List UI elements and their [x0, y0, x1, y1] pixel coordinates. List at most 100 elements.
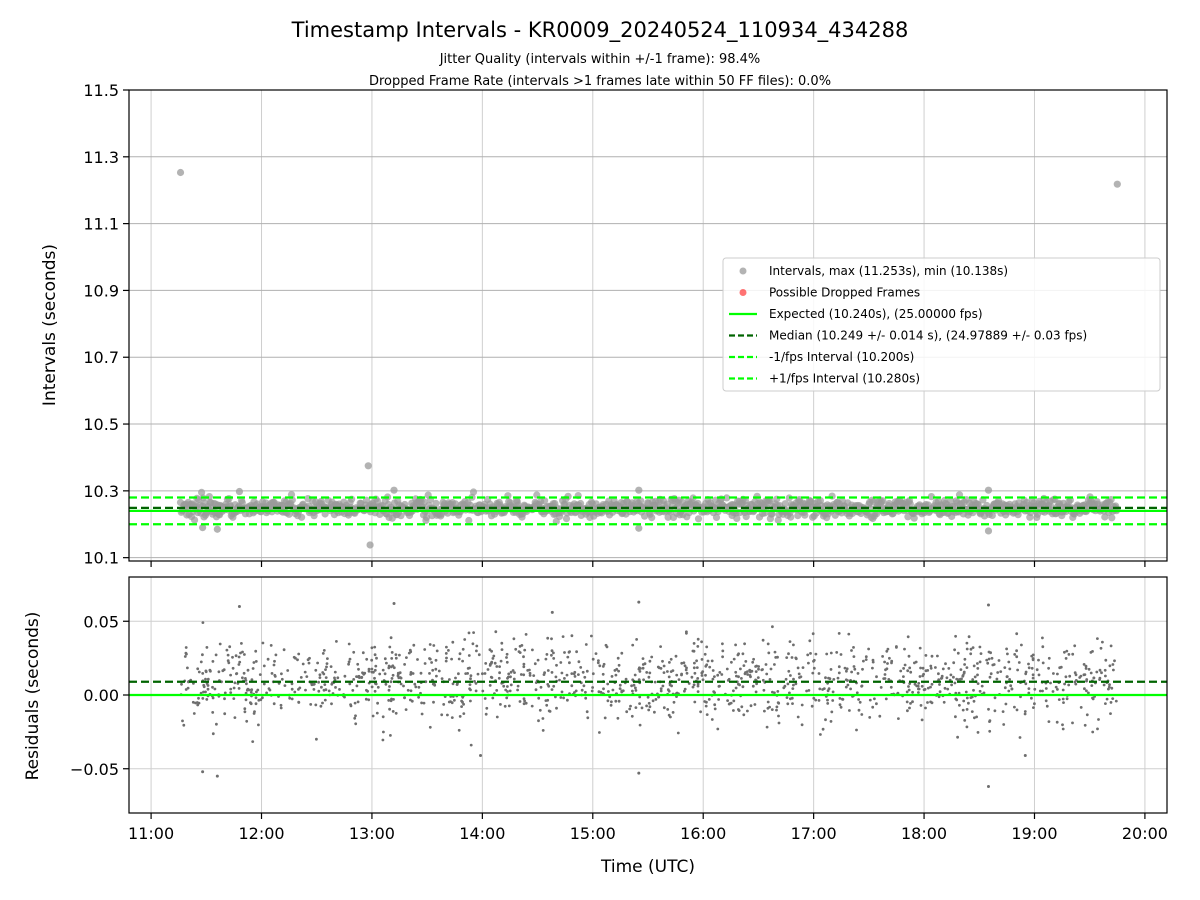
residual-point: [434, 667, 438, 671]
residual-outlier-point: [201, 770, 205, 774]
residual-point: [721, 642, 724, 646]
residual-point: [674, 654, 678, 658]
interval-point: [1014, 511, 1022, 519]
residual-point: [938, 683, 941, 686]
residual-point: [558, 678, 561, 682]
residual-point: [288, 696, 292, 700]
residual-point: [391, 710, 395, 713]
residual-point: [659, 689, 663, 693]
top-y-tick-label: 11.3: [83, 148, 119, 167]
residual-point: [1044, 687, 1048, 690]
residual-outlier-point: [237, 605, 241, 608]
residual-point: [573, 675, 577, 678]
residual-point: [516, 688, 519, 692]
residual-point: [962, 671, 966, 675]
residuals-panel: 0.05 0.00 −0.05 11:00 12:00 13:00 14:00 15:00 16…: [70, 576, 1168, 843]
residual-point: [680, 661, 684, 665]
residual-point: [573, 670, 577, 674]
residual-point: [607, 690, 610, 693]
residual-point: [554, 675, 558, 679]
residual-point: [374, 664, 378, 668]
residual-point: [749, 675, 752, 679]
residual-point: [1031, 658, 1035, 662]
residual-point: [1015, 655, 1019, 659]
residual-point: [1090, 684, 1094, 687]
residual-point: [965, 696, 969, 700]
residual-point: [907, 688, 911, 692]
residual-point: [885, 649, 889, 653]
residual-point: [420, 701, 423, 705]
residual-point: [850, 670, 853, 674]
residual-point: [355, 684, 359, 688]
residual-point: [1023, 712, 1027, 716]
residual-point: [431, 668, 435, 672]
legend-entry: Expected (10.240s), (25.00000 fps): [769, 307, 983, 321]
residual-point: [763, 709, 766, 713]
residual-point: [797, 672, 801, 676]
residual-point: [484, 662, 488, 665]
residual-point: [1007, 689, 1011, 693]
residual-point: [937, 678, 941, 682]
x-axis-label: Time (UTC): [600, 857, 695, 877]
residual-point: [309, 703, 313, 706]
residual-point: [537, 696, 541, 700]
residual-point: [365, 657, 369, 661]
residual-point: [347, 662, 350, 666]
interval-point: [198, 488, 206, 496]
interval-point: [191, 516, 199, 524]
residual-point: [852, 646, 855, 649]
residual-point: [824, 676, 827, 680]
residual-point: [696, 645, 700, 648]
residual-point: [676, 731, 680, 735]
residual-point: [661, 659, 664, 663]
residual-point: [391, 673, 395, 677]
residual-point: [312, 682, 316, 686]
residual-point: [315, 737, 318, 741]
residual-point: [272, 663, 276, 667]
residual-point: [201, 653, 204, 657]
residual-point: [645, 671, 649, 674]
residual-point: [373, 689, 377, 693]
legend-entry: Intervals, max (11.253s), min (10.138s): [769, 264, 1008, 278]
residual-point: [1024, 670, 1028, 674]
residual-point: [751, 684, 755, 688]
residual-point: [506, 690, 509, 693]
residual-point: [523, 648, 527, 652]
residual-point: [241, 676, 244, 680]
interval-point: [397, 512, 405, 520]
residual-point: [873, 697, 876, 701]
residual-point: [229, 673, 233, 677]
residual-point: [584, 643, 588, 646]
residual-point: [251, 667, 255, 670]
residual-point: [969, 652, 973, 656]
interval-outlier-point: [364, 462, 372, 470]
residual-point: [347, 660, 351, 664]
residual-point: [610, 700, 613, 704]
residual-point: [349, 704, 353, 708]
residual-point: [707, 698, 711, 701]
residual-point: [371, 714, 375, 718]
residual-point: [325, 662, 329, 665]
residual-point: [575, 650, 578, 654]
residual-point: [805, 689, 808, 693]
residual-point: [614, 699, 618, 703]
residual-point: [987, 657, 991, 661]
residual-point: [963, 657, 967, 661]
residual-point: [882, 677, 886, 680]
residual-point: [254, 660, 258, 663]
residual-point: [225, 648, 229, 652]
residual-point: [989, 651, 992, 655]
residual-point: [868, 716, 872, 719]
residual-point: [353, 716, 357, 720]
residual-point: [1102, 683, 1106, 687]
residual-point: [290, 682, 294, 686]
residual-point: [909, 702, 912, 705]
residual-outlier-point: [1023, 753, 1027, 757]
residual-point: [861, 667, 864, 671]
residual-point: [250, 678, 254, 682]
residual-point: [1049, 681, 1052, 685]
residual-point: [182, 723, 186, 727]
residual-point: [716, 727, 720, 731]
residual-point: [213, 687, 217, 691]
residual-point: [790, 656, 794, 659]
